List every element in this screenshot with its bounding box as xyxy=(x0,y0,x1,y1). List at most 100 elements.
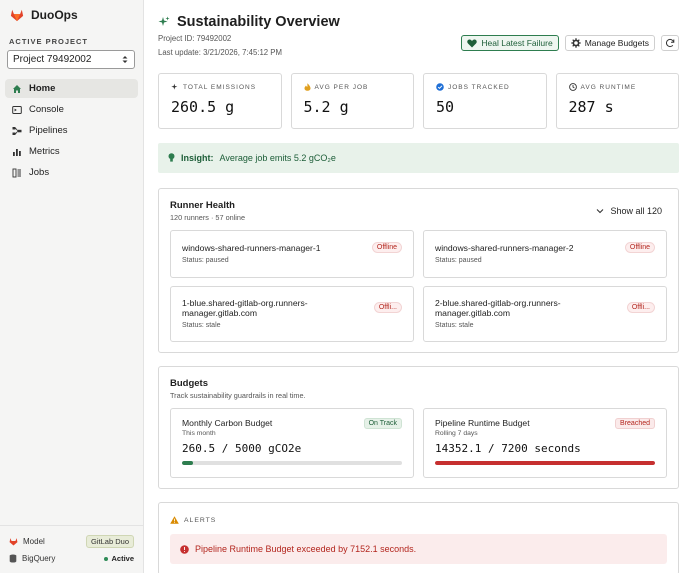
budget-progress-fill xyxy=(435,461,655,465)
jobs-icon xyxy=(12,168,22,178)
app-name: DuoOps xyxy=(31,8,78,22)
stat-label: AVG RUNTIME xyxy=(580,83,637,91)
db-row: BigQuery Active xyxy=(9,550,134,567)
runner-status: Status: stale xyxy=(182,322,221,329)
budgets-panel: Budgets Track sustainability guardrails … xyxy=(158,366,679,489)
warning-icon xyxy=(170,516,179,524)
stat-card-total-emissions: TOTAL EMISSIONS 260.5 g xyxy=(158,73,282,129)
last-update: Last update: 3/21/2026, 7:45:12 PM xyxy=(158,48,282,57)
runner-status: Status: paused xyxy=(435,257,482,264)
manage-budgets-label: Manage Budgets xyxy=(584,38,649,48)
budget-progress-bar xyxy=(435,461,655,465)
runner-card[interactable]: windows-shared-runners-manager-1 Status:… xyxy=(170,230,414,278)
stat-value: 287 s xyxy=(568,98,614,116)
heal-latest-failure-button[interactable]: Heal Latest Failure xyxy=(461,35,559,51)
insight-text: Average job emits 5.2 gCO₂e xyxy=(219,153,336,163)
scrollbar[interactable] xyxy=(688,0,692,573)
runner-status: Status: paused xyxy=(182,257,229,264)
budget-name: Monthly Carbon Budget xyxy=(182,418,273,428)
budget-period: Rolling 7 days xyxy=(435,430,478,437)
budget-status-badge: On Track xyxy=(363,418,402,429)
stat-value: 5.2 g xyxy=(303,98,349,116)
sidebar: DuoOps ACTIVE PROJECT Project 79492002 H… xyxy=(0,0,144,573)
db-label: BigQuery xyxy=(22,554,56,563)
sidebar-item-pipelines[interactable]: Pipelines xyxy=(5,121,138,140)
heart-icon xyxy=(467,39,478,47)
sidebar-footer: Model GitLab Duo BigQuery Active xyxy=(0,525,143,573)
budget-card-monthly-carbon[interactable]: Monthly Carbon Budget This month On Trac… xyxy=(170,408,414,478)
sidebar-item-label: Metrics xyxy=(29,146,60,157)
runner-name: windows-shared-runners-manager-2 xyxy=(435,243,574,253)
runner-health-title: Runner Health xyxy=(170,200,235,211)
header-actions: Heal Latest Failure Manage Budgets xyxy=(461,29,679,57)
budget-card-pipeline-runtime[interactable]: Pipeline Runtime Budget Rolling 7 days B… xyxy=(423,408,667,478)
budget-grid: Monthly Carbon Budget This month On Trac… xyxy=(170,408,667,478)
status-dot-icon xyxy=(104,556,109,561)
alerts-label: ALERTS xyxy=(184,516,217,524)
project-id: Project ID: 79492002 xyxy=(158,34,232,43)
db-status: Active xyxy=(104,554,134,563)
heal-label: Heal Latest Failure xyxy=(481,38,553,48)
runner-card[interactable]: 2-blue.shared-gitlab-org.runners-manager… xyxy=(423,286,667,342)
runner-offline-badge: Offli... xyxy=(373,302,402,313)
runner-offline-badge: Offline xyxy=(371,242,402,253)
project-select[interactable]: Project 79492002 xyxy=(7,50,135,69)
runner-offline-badge: Offli... xyxy=(626,302,655,313)
runner-card[interactable]: 1-blue.shared-gitlab-org.runners-manager… xyxy=(170,286,414,342)
budgets-subtitle: Track sustainability guardrails in real … xyxy=(170,391,306,400)
sidebar-item-home[interactable]: Home xyxy=(5,79,138,98)
budget-value: 260.5 / 5000 gCO2e xyxy=(182,442,302,455)
sparkle-icon xyxy=(171,83,178,90)
main-content: Sustainability Overview Project ID: 7949… xyxy=(144,0,694,573)
runner-name: 2-blue.shared-gitlab-org.runners-manager… xyxy=(435,298,561,318)
sidebar-item-console[interactable]: Console xyxy=(5,100,138,119)
runner-health-subtitle: 120 runners · 57 online xyxy=(170,213,246,222)
stat-card-jobs-tracked: JOBS TRACKED 50 xyxy=(423,73,547,129)
alerts-panel: ALERTS Pipeline Runtime Budget exceeded … xyxy=(158,502,679,573)
refresh-button[interactable] xyxy=(661,35,679,51)
select-arrows-icon xyxy=(122,56,128,63)
project-select-value: Project 79492002 xyxy=(13,54,92,65)
stat-value: 260.5 g xyxy=(171,98,235,116)
stat-label: TOTAL EMISSIONS xyxy=(183,83,257,91)
alert-item: Pipeline Runtime Budget exceeded by 7152… xyxy=(170,534,667,564)
sidebar-item-label: Home xyxy=(29,83,56,94)
sidebar-item-metrics[interactable]: Metrics xyxy=(5,142,138,161)
refresh-icon xyxy=(665,38,675,48)
pipelines-icon xyxy=(12,126,22,136)
sidebar-item-label: Console xyxy=(29,104,64,115)
insight-banner: Insight: Average job emits 5.2 gCO₂e xyxy=(158,143,679,173)
runner-name: windows-shared-runners-manager-1 xyxy=(182,243,321,253)
stat-card-avg-runtime: AVG RUNTIME 287 s xyxy=(555,73,679,129)
model-badge: GitLab Duo xyxy=(86,535,134,548)
alert-text: Pipeline Runtime Budget exceeded by 7152… xyxy=(195,544,417,554)
insight-prefix: Insight: xyxy=(181,153,214,163)
sidebar-item-label: Jobs xyxy=(29,167,50,178)
runner-name: 1-blue.shared-gitlab-org.runners-manager… xyxy=(182,298,308,318)
flame-icon xyxy=(304,83,310,91)
db-status-text: Active xyxy=(111,554,134,563)
sidebar-item-label: Pipelines xyxy=(29,125,68,136)
database-icon xyxy=(9,554,17,563)
page-header: Sustainability Overview Project ID: 7949… xyxy=(158,0,679,57)
model-row: Model GitLab Duo xyxy=(9,533,134,550)
sparkle-icon xyxy=(158,16,170,26)
budget-progress-bar xyxy=(182,461,402,465)
console-icon xyxy=(12,105,22,115)
runner-offline-badge: Offline xyxy=(624,242,655,253)
show-all-runners-button[interactable]: Show all 120 xyxy=(596,206,662,216)
budget-value: 14352.1 / 7200 seconds xyxy=(435,442,581,455)
brand[interactable]: DuoOps xyxy=(0,0,143,30)
page-title: Sustainability Overview xyxy=(177,14,340,30)
gitlab-logo-icon xyxy=(10,9,24,22)
manage-budgets-button[interactable]: Manage Budgets xyxy=(564,35,655,51)
stat-value: 50 xyxy=(436,98,455,116)
runner-card[interactable]: windows-shared-runners-manager-2 Status:… xyxy=(423,230,667,278)
stats-row: TOTAL EMISSIONS 260.5 g AVG PER JOB 5.2 … xyxy=(158,73,679,129)
budget-progress-fill xyxy=(182,461,194,465)
budget-name: Pipeline Runtime Budget xyxy=(435,418,530,428)
sidebar-item-jobs[interactable]: Jobs xyxy=(5,163,138,182)
budgets-title: Budgets xyxy=(170,378,208,389)
clock-icon xyxy=(568,83,577,91)
